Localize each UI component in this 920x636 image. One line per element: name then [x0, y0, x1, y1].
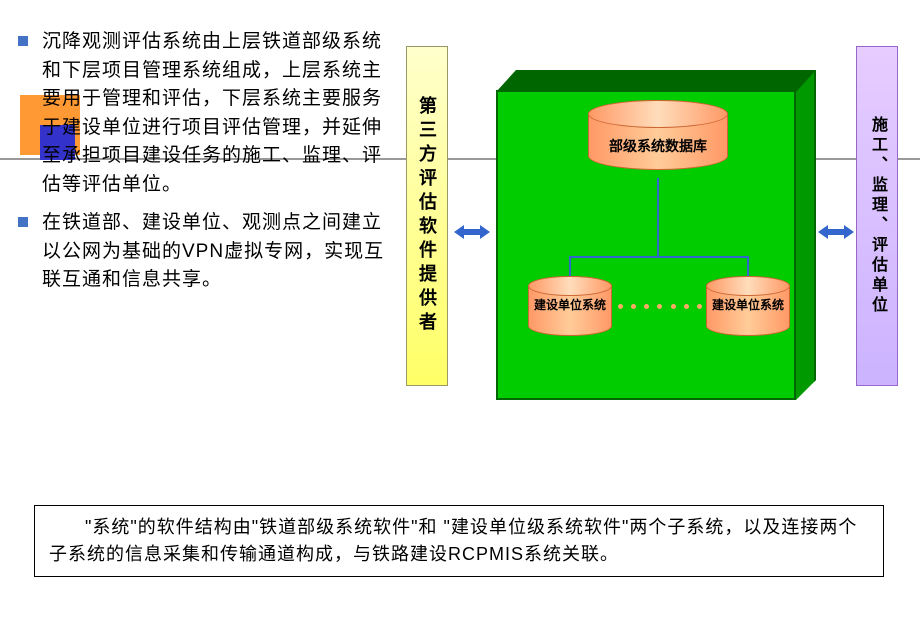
bullet-item: 沉降观测评估系统由上层铁道部级系统和下层项目管理系统组成，上层系统主要用于管理和… — [18, 28, 398, 199]
connector-right-vline — [747, 256, 749, 276]
database-sub-2: 建设单位系统 — [706, 276, 790, 344]
provider-label: 第三方评估软件提供者 — [414, 96, 440, 336]
database-sub-1-label: 建设单位系统 — [528, 298, 612, 314]
database-main-label: 部级系统数据库 — [588, 136, 728, 156]
provider-box: 第三方评估软件提供者 — [406, 46, 448, 386]
double-arrow-icon — [818, 224, 854, 240]
slide-root: 沉降观测评估系统由上层铁道部级系统和下层项目管理系统组成，上层系统主要用于管理和… — [0, 0, 920, 636]
units-label: 施工、监理、评估单位 — [865, 116, 889, 316]
cube-top-face — [496, 70, 816, 92]
bullet-marker-icon — [18, 217, 28, 227]
footer-note: "系统"的软件结构由"铁道部级系统软件"和 "建设单位级系统软件"两个子系统，以… — [34, 505, 884, 577]
connector-left-vline — [569, 256, 571, 276]
ellipsis-dots — [618, 304, 702, 312]
bullet-list: 沉降观测评估系统由上层铁道部级系统和下层项目管理系统组成，上层系统主要用于管理和… — [18, 28, 398, 305]
connector-main-vline — [657, 178, 659, 256]
database-sub-1: 建设单位系统 — [528, 276, 612, 344]
database-main: 部级系统数据库 — [588, 100, 728, 180]
connector-grey-4 — [898, 158, 920, 160]
bullet-marker-icon — [18, 36, 28, 46]
units-box: 施工、监理、评估单位 — [856, 46, 898, 386]
cube-side-face — [796, 70, 816, 400]
bullet-text-1: 沉降观测评估系统由上层铁道部级系统和下层项目管理系统组成，上层系统主要用于管理和… — [42, 28, 398, 199]
double-arrow-icon — [454, 224, 490, 240]
connector-grey-2 — [448, 158, 496, 160]
database-sub-2-label: 建设单位系统 — [706, 298, 790, 314]
bullet-item: 在铁道部、建设单位、观测点之间建立以公网为基础的VPN虚拟专网，实现互联互通和信… — [18, 209, 398, 295]
connector-split-hline — [569, 256, 749, 258]
footer-text: "系统"的软件结构由"铁道部级系统软件"和 "建设单位级系统软件"两个子系统，以… — [49, 514, 869, 568]
bullet-text-2: 在铁道部、建设单位、观测点之间建立以公网为基础的VPN虚拟专网，实现互联互通和信… — [42, 209, 398, 295]
connector-grey-3 — [816, 158, 856, 160]
database-cylinder-icon — [588, 100, 728, 170]
